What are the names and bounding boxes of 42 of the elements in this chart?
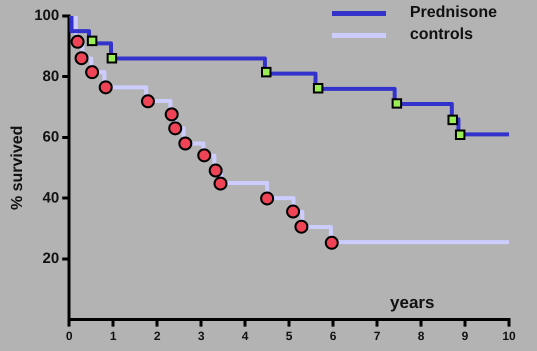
point [74, 51, 89, 66]
point [208, 164, 223, 178]
point [392, 98, 402, 109]
point [140, 94, 155, 108]
x-tick-label: 5 [286, 329, 293, 344]
y-tick-label: 100 [34, 7, 60, 24]
point [214, 176, 228, 191]
point [70, 34, 85, 49]
y-tick-label: 20 [42, 250, 60, 268]
point [197, 148, 212, 162]
y-axis-title: % survived [9, 126, 26, 210]
point [454, 129, 466, 140]
point [168, 121, 182, 136]
y-tick-label: 80 [42, 68, 60, 85]
point [164, 107, 179, 122]
y-tick-label: 60 [42, 128, 60, 146]
point [178, 136, 192, 151]
point [324, 236, 339, 250]
x-tick-label: 9 [462, 329, 469, 344]
y-tick-label: 40 [42, 189, 60, 206]
x-tick-label: 2 [154, 329, 161, 344]
x-tick-label: 8 [418, 329, 425, 344]
x-tick-label: 0 [66, 329, 73, 344]
x-tick-label: 3 [198, 329, 205, 344]
point [294, 220, 308, 234]
point [312, 83, 324, 94]
point [85, 65, 100, 80]
point [261, 66, 272, 78]
x-tick-label: 7 [374, 329, 381, 344]
legend-label: controls [410, 26, 473, 44]
x-tick-label: 4 [242, 329, 249, 344]
point [286, 204, 300, 219]
point [106, 52, 118, 64]
x-tick-label: 10 [502, 329, 516, 344]
point [447, 114, 458, 126]
x-axis-title: years [390, 292, 434, 312]
point [98, 80, 113, 94]
legend-label: Prednisone [410, 4, 497, 22]
x-tick-label: 6 [330, 329, 337, 344]
x-tick-label: 1 [110, 329, 117, 344]
point [86, 36, 98, 46]
point [260, 191, 274, 206]
